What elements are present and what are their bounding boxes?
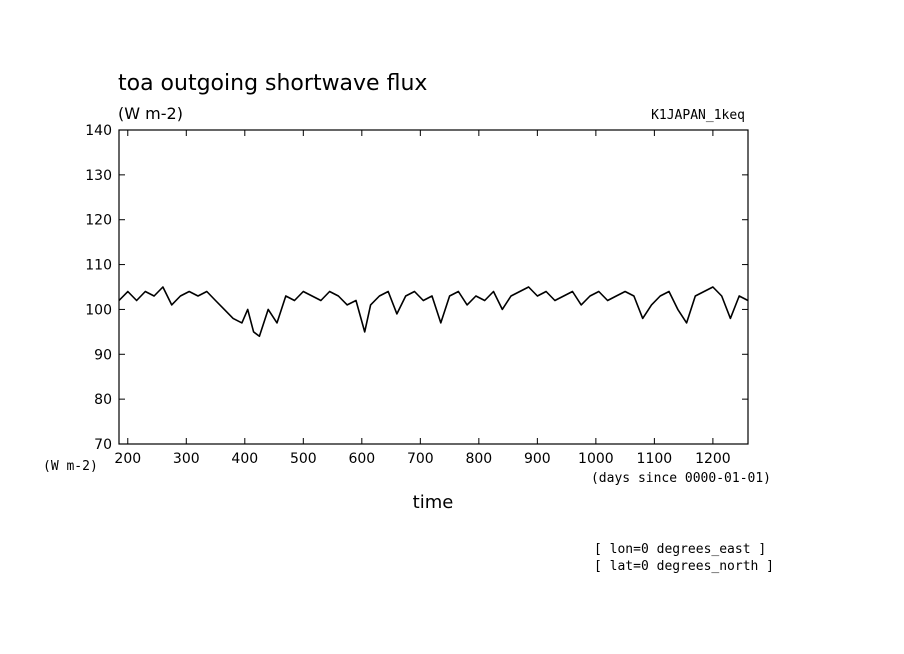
y-tick-label: 80 (94, 392, 112, 408)
plot-frame (118, 129, 749, 445)
annotation-lat: [ lat=0 degrees_north ] (594, 559, 774, 574)
series-layer (118, 286, 749, 338)
x-tick-label: 900 (524, 451, 551, 467)
x-axis-title: time (413, 492, 454, 513)
x-tick-label: 1100 (637, 451, 673, 467)
x-tick-label: 1200 (695, 451, 731, 467)
y-tick-label: 120 (85, 213, 112, 229)
y-axis-ticks: 70 80 90 100 110 120 130 140 (85, 123, 748, 453)
y-tick-label: 110 (85, 258, 112, 274)
x-tick-label: 800 (465, 451, 492, 467)
y-tick-label: 70 (94, 437, 112, 453)
y-tick-label: 130 (85, 168, 112, 184)
annotation-lon: [ lon=0 degrees_east ] (594, 542, 766, 557)
x-axis-ticks: 200 300 400 500 600 700 800 900 1000 1100 1200 (114, 130, 731, 467)
x-tick-label: 300 (173, 451, 200, 467)
x-tick-label: 200 (114, 451, 141, 467)
chart-subtitle-units: (W m-2) (118, 104, 183, 123)
series-line-0 (118, 286, 749, 338)
x-axis-units: (days since 0000-01-01) (591, 471, 771, 486)
x-tick-label: 1000 (578, 451, 614, 467)
y-tick-label: 140 (85, 123, 112, 139)
y-tick-label: 90 (94, 347, 112, 363)
dataset-label: K1JAPAN_1keq (651, 108, 745, 123)
chart-title: toa outgoing shortwave flux (118, 71, 427, 96)
x-tick-label: 600 (348, 451, 375, 467)
x-tick-label: 700 (407, 451, 434, 467)
y-axis-units: (W m-2) (43, 459, 98, 474)
x-tick-label: 500 (290, 451, 317, 467)
y-tick-label: 100 (85, 302, 112, 318)
x-tick-label: 400 (231, 451, 258, 467)
